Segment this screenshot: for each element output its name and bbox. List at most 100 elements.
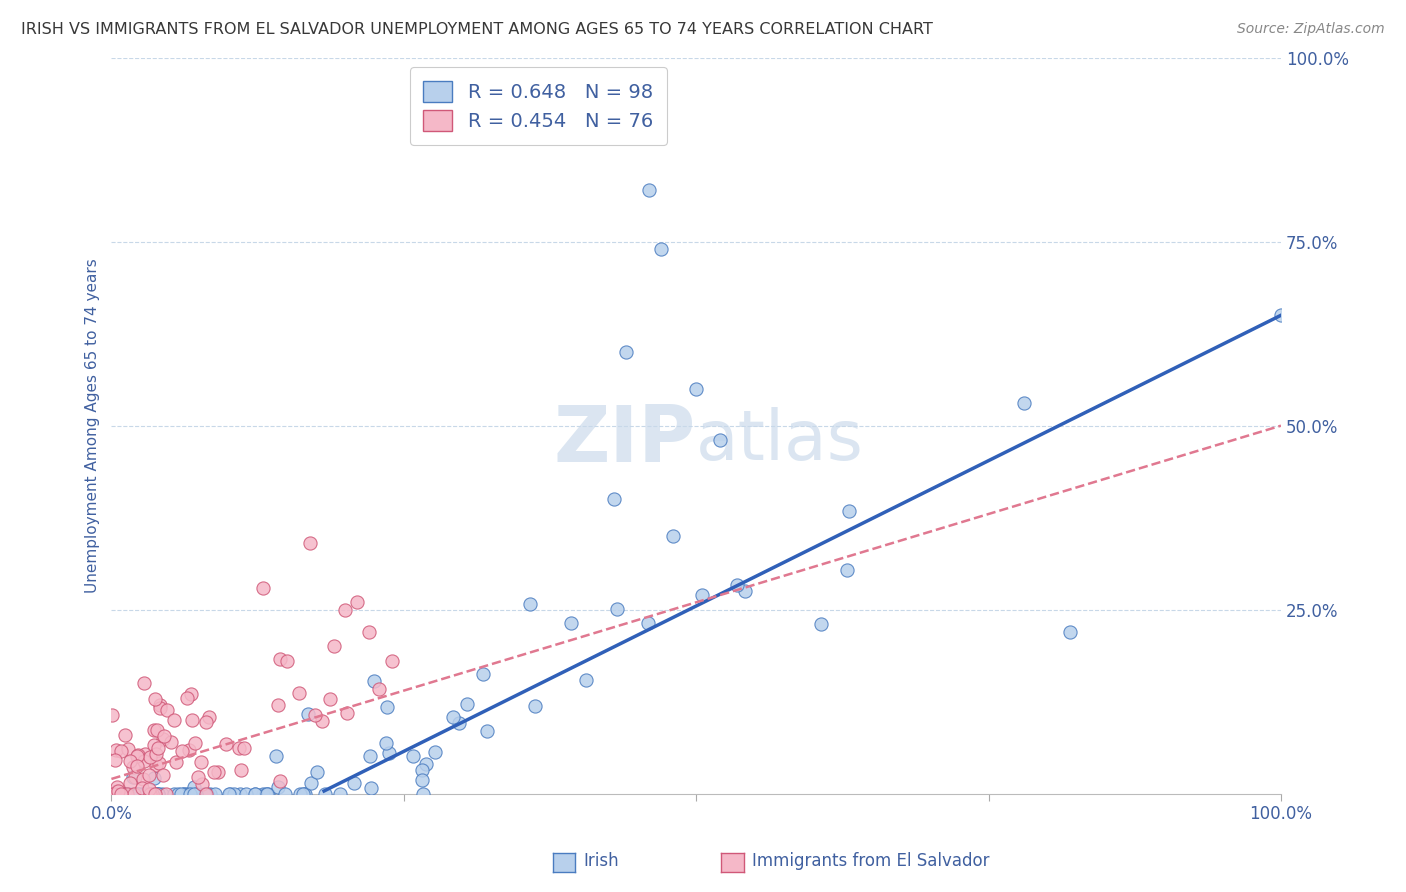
Point bbox=[411, 764, 433, 778]
Point bbox=[110, 787, 132, 801]
Point bbox=[254, 787, 277, 801]
Point bbox=[142, 738, 165, 752]
Point bbox=[269, 773, 291, 788]
Text: ZIP: ZIP bbox=[554, 402, 696, 478]
Point bbox=[294, 787, 316, 801]
Point bbox=[650, 242, 672, 256]
Point bbox=[252, 787, 274, 801]
Point bbox=[215, 737, 238, 751]
Point bbox=[136, 787, 159, 801]
Point bbox=[124, 770, 146, 784]
Point bbox=[401, 748, 423, 763]
Point bbox=[297, 707, 319, 722]
Point bbox=[360, 781, 382, 796]
Point bbox=[117, 787, 139, 801]
Point bbox=[138, 768, 160, 782]
Point bbox=[114, 787, 136, 801]
Point bbox=[810, 617, 832, 632]
Point bbox=[132, 676, 155, 690]
Point bbox=[127, 748, 149, 763]
Point bbox=[219, 787, 242, 801]
Point bbox=[146, 787, 169, 801]
Point bbox=[252, 581, 274, 595]
Point bbox=[335, 602, 357, 616]
Point bbox=[299, 776, 322, 790]
Point bbox=[142, 723, 165, 737]
Point bbox=[425, 745, 447, 759]
Point bbox=[101, 787, 124, 801]
Point bbox=[132, 754, 155, 768]
Point bbox=[132, 772, 155, 787]
Point bbox=[104, 787, 127, 801]
Point bbox=[149, 698, 172, 713]
Point bbox=[305, 765, 328, 780]
Point bbox=[838, 504, 860, 518]
Point bbox=[288, 686, 311, 700]
Point bbox=[368, 681, 391, 696]
Point bbox=[343, 776, 366, 790]
Point bbox=[163, 713, 186, 727]
Point bbox=[1270, 308, 1292, 322]
Point bbox=[139, 750, 162, 764]
Point bbox=[637, 616, 659, 631]
Point bbox=[150, 787, 173, 801]
Point bbox=[202, 764, 225, 779]
Point bbox=[245, 787, 267, 801]
Point bbox=[290, 787, 312, 801]
Point bbox=[138, 781, 160, 796]
Legend: R = 0.648   N = 98, R = 0.454   N = 76: R = 0.648 N = 98, R = 0.454 N = 76 bbox=[409, 68, 666, 145]
Text: IRISH VS IMMIGRANTS FROM EL SALVADOR UNEMPLOYMENT AMONG AGES 65 TO 74 YEARS CORR: IRISH VS IMMIGRANTS FROM EL SALVADOR UNE… bbox=[21, 22, 934, 37]
Point bbox=[112, 787, 135, 801]
Text: Source: ZipAtlas.com: Source: ZipAtlas.com bbox=[1237, 22, 1385, 37]
Point bbox=[152, 729, 174, 743]
Point bbox=[218, 787, 240, 801]
Point bbox=[176, 691, 198, 706]
Point bbox=[131, 781, 153, 796]
Point bbox=[143, 787, 166, 801]
Point bbox=[197, 787, 219, 801]
Point bbox=[110, 743, 132, 757]
Point bbox=[190, 755, 212, 769]
Point bbox=[134, 747, 156, 761]
Point bbox=[122, 770, 145, 784]
Point bbox=[375, 700, 398, 714]
Point bbox=[269, 652, 291, 666]
Point bbox=[179, 787, 201, 801]
Point bbox=[118, 776, 141, 790]
Point bbox=[143, 772, 166, 786]
Point bbox=[523, 699, 546, 714]
Point bbox=[519, 597, 541, 611]
Point bbox=[100, 707, 122, 722]
Point bbox=[264, 749, 287, 764]
Point bbox=[122, 760, 145, 774]
Point bbox=[184, 735, 207, 749]
Point bbox=[107, 787, 129, 801]
Point bbox=[170, 787, 193, 801]
Point bbox=[375, 736, 398, 750]
Point bbox=[222, 787, 245, 801]
Y-axis label: Unemployment Among Ages 65 to 74 years: Unemployment Among Ages 65 to 74 years bbox=[86, 259, 100, 593]
Point bbox=[105, 743, 128, 757]
Point bbox=[114, 787, 136, 801]
Point bbox=[415, 756, 437, 771]
Point bbox=[142, 787, 165, 801]
Point bbox=[177, 743, 200, 757]
Point bbox=[145, 758, 167, 772]
Point bbox=[107, 783, 129, 797]
Point bbox=[114, 728, 136, 742]
Point bbox=[1059, 624, 1081, 639]
Point bbox=[471, 666, 494, 681]
Point bbox=[117, 787, 139, 801]
Point bbox=[835, 563, 858, 577]
Point bbox=[170, 744, 193, 758]
Text: Immigrants from El Salvador: Immigrants from El Salvador bbox=[752, 852, 990, 870]
Point bbox=[105, 784, 128, 798]
Point bbox=[127, 787, 149, 801]
Point bbox=[357, 624, 380, 639]
Point bbox=[146, 740, 169, 755]
Point bbox=[685, 382, 707, 396]
Point bbox=[638, 183, 661, 197]
Point bbox=[311, 714, 333, 729]
Point bbox=[195, 787, 218, 801]
Point bbox=[146, 723, 169, 737]
